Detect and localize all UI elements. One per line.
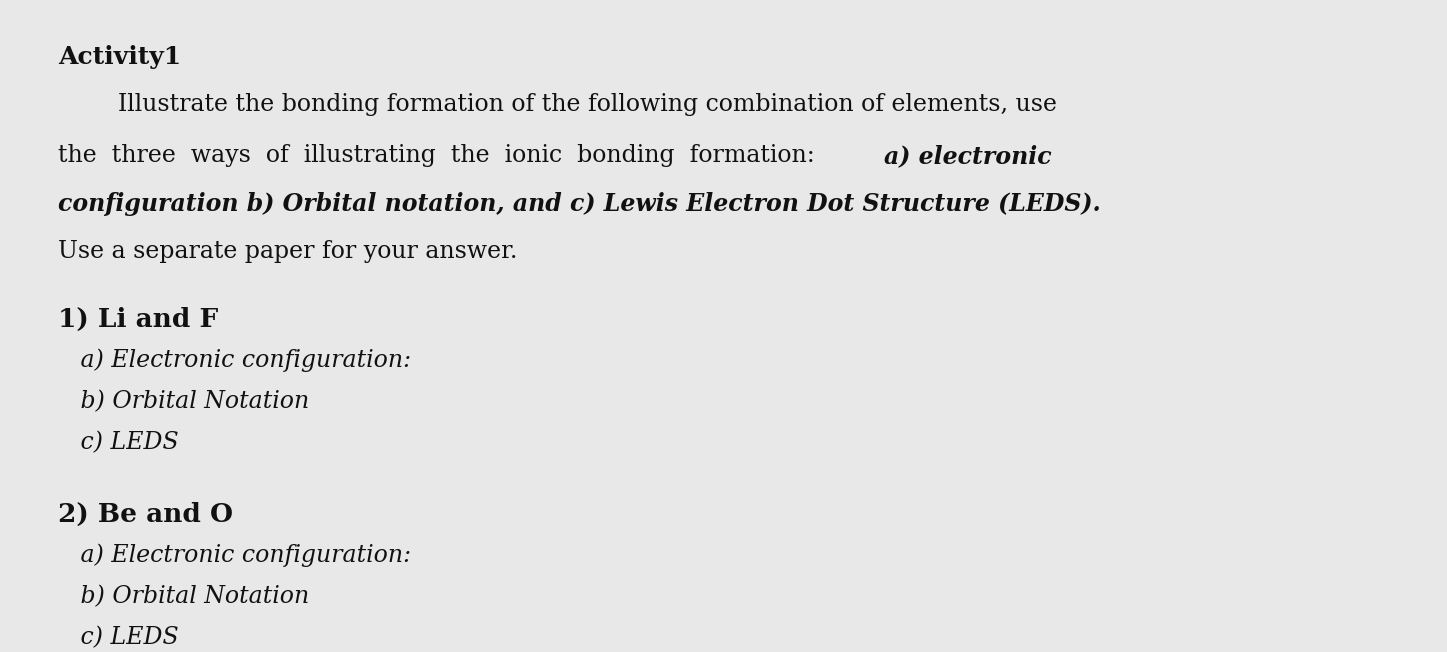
Text: the  three  ways  of  illustrating  the  ionic  bonding  formation:: the three ways of illustrating the ionic… bbox=[58, 144, 838, 167]
Text: configuration b) Orbital notation, and c) Lewis Electron Dot Structure (LEDS).: configuration b) Orbital notation, and c… bbox=[58, 192, 1101, 216]
Text: Use a separate paper for your answer.: Use a separate paper for your answer. bbox=[58, 240, 518, 263]
Text: 1) Li and F: 1) Li and F bbox=[58, 306, 218, 332]
Text: c) LEDS: c) LEDS bbox=[58, 432, 178, 454]
Text: c) LEDS: c) LEDS bbox=[58, 627, 178, 649]
Text: Activity1: Activity1 bbox=[58, 45, 181, 68]
Text: a) Electronic configuration:: a) Electronic configuration: bbox=[58, 543, 411, 567]
Text: Illustrate the bonding formation of the following combination of elements, use: Illustrate the bonding formation of the … bbox=[58, 93, 1056, 115]
Text: b) Orbital Notation: b) Orbital Notation bbox=[58, 585, 310, 608]
Text: a) Electronic configuration:: a) Electronic configuration: bbox=[58, 348, 411, 372]
Text: a) electronic: a) electronic bbox=[884, 144, 1052, 168]
Text: 2) Be and O: 2) Be and O bbox=[58, 501, 233, 527]
Text: b) Orbital Notation: b) Orbital Notation bbox=[58, 390, 310, 413]
